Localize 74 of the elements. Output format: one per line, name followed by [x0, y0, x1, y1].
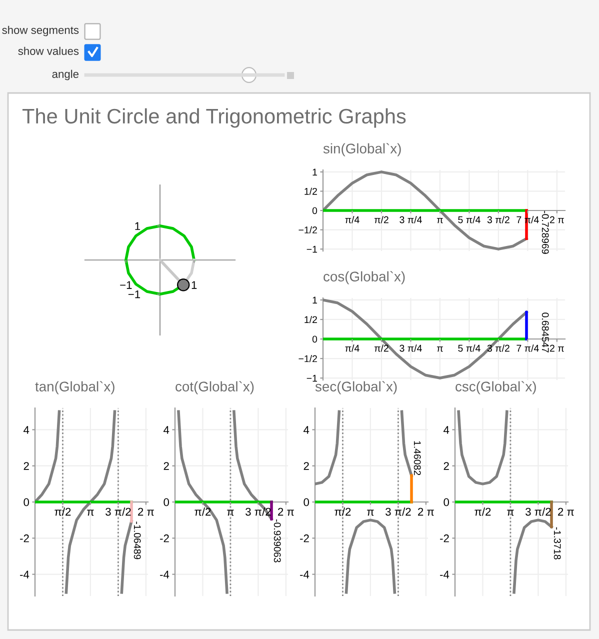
- x-tick-label: π/2: [54, 508, 71, 516]
- x-tick-label: π: [227, 510, 234, 516]
- y-tick-label: −1/2: [298, 226, 317, 234]
- x-tick-label: π: [436, 218, 443, 224]
- x-tick-label: 3 π/4: [400, 344, 422, 352]
- x-tick-label: π/2: [334, 508, 351, 516]
- y-tick-label: -4: [440, 570, 450, 578]
- text: show values: [18, 46, 79, 55]
- chart-title: The Unit Circle and Trigonometric Graphs: [22, 108, 406, 128]
- y-tick-label: 0: [24, 498, 30, 506]
- chart-title: cos(Global`x): [324, 271, 405, 284]
- x-tick-label: 5 π/4: [458, 216, 480, 224]
- y-tick-label: -2: [160, 534, 169, 542]
- x-tick-label: π/2: [474, 508, 491, 516]
- y-tick-label: 0: [312, 336, 318, 343]
- x-tick-label: π/2: [374, 344, 388, 352]
- text: show segments: [2, 26, 79, 36]
- y-tick-label: 1: [312, 296, 317, 304]
- x-tick-label: 2 π: [278, 508, 294, 516]
- y-tick-label: -2: [20, 534, 29, 542]
- x-tick-label: π: [507, 510, 514, 516]
- x-tick-label: 2 π: [558, 508, 574, 516]
- y-tick-label: −1/2: [298, 355, 317, 362]
- y-tick-label: 0: [312, 207, 318, 214]
- y-tick-label: 2: [304, 462, 309, 470]
- x-tick-label: π: [87, 510, 94, 516]
- y-tick-label: 1: [312, 168, 317, 176]
- y-tick-label: −1: [306, 374, 317, 382]
- x-tick-label: 3 π/2: [106, 508, 131, 516]
- data-label: -1.3718: [554, 527, 561, 560]
- x-tick-label: π/2: [194, 508, 211, 516]
- data-label: 1.46082: [414, 441, 421, 476]
- y-tick-label: 2: [164, 462, 169, 470]
- y-tick-label: 0: [444, 498, 450, 506]
- y-tick-label: 0: [304, 498, 310, 506]
- x-tick-label: 2 π: [138, 508, 154, 516]
- y-tick-label: -2: [300, 534, 309, 542]
- y-tick-label: −1: [306, 246, 317, 253]
- chart-title: sec(Global`x): [315, 381, 397, 394]
- x-tick-label: 3 π/2: [487, 216, 510, 224]
- data-label: -0.939063: [274, 519, 281, 562]
- x-tick-label: 3 π/2: [386, 508, 411, 516]
- x-tick-label: π: [436, 346, 443, 352]
- y-tick-label: 4: [444, 426, 450, 434]
- x-tick-label: 5 π/4: [458, 344, 480, 352]
- y-tick-label: 4: [164, 426, 170, 434]
- text: angle: [52, 70, 79, 80]
- x-tick-label: π/4: [345, 216, 360, 224]
- y-tick-label: 2: [24, 462, 29, 470]
- data-label: -1.06489: [134, 522, 141, 560]
- x-tick-label: 3 π/4: [400, 216, 422, 224]
- y-tick-label: -2: [440, 534, 449, 542]
- y-tick-label: -4: [300, 570, 310, 578]
- y-tick-label: 0: [164, 498, 170, 506]
- x-tick-label: π: [367, 510, 374, 516]
- x-tick-label: π/4: [345, 344, 360, 352]
- chart-title: tan(Global`x): [35, 381, 114, 394]
- data-label: 0.684547: [542, 312, 549, 352]
- y-tick-label: 1/2: [304, 188, 317, 195]
- x-tick-label: 7 π/4: [516, 344, 539, 352]
- x-tick-label: π/2: [374, 216, 388, 224]
- x-tick-label: 2 π: [550, 344, 564, 352]
- y-tick-label: 2: [444, 462, 449, 470]
- x-tick-label: 2 π: [418, 508, 434, 516]
- chart-title: csc(Global`x): [456, 381, 536, 394]
- y-tick-label: 4: [24, 426, 30, 434]
- y-tick-label: -4: [160, 570, 170, 578]
- y-tick-label: 1/2: [304, 316, 317, 324]
- y-tick-label: 4: [304, 426, 310, 434]
- data-label: -0.728969: [542, 210, 549, 254]
- x-tick-label: 2 π: [550, 216, 564, 224]
- chart-title: sin(Global`x): [323, 143, 401, 156]
- y-tick-label: -4: [20, 570, 30, 578]
- chart-title: cot(Global`x): [176, 381, 254, 394]
